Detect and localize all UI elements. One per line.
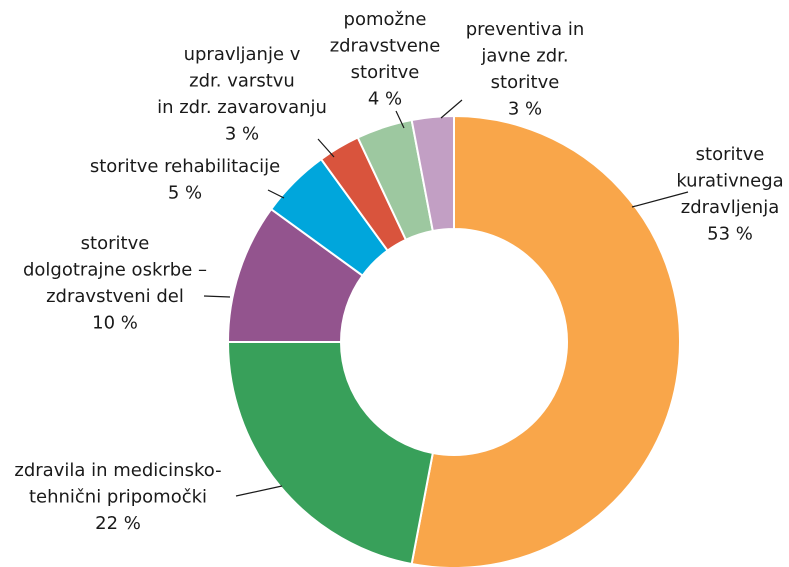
slice-label: upravljanje v zdr. varstvu in zdr. zavarov…: [157, 44, 327, 145]
label-line: storitve: [491, 72, 560, 93]
label-line: storitve: [351, 62, 420, 83]
leader-line: [631, 191, 689, 208]
label-line: in zdr. zavarovanju: [157, 97, 327, 118]
label-line: upravljanje v: [184, 44, 301, 65]
leader-line: [317, 138, 335, 158]
leader-line: [395, 110, 405, 129]
donut-slice: [410, 114, 681, 567]
label-line: zdravstvene: [330, 36, 441, 57]
slice-label: storitve dolgotrajne oskrbe – zdravstveni …: [23, 233, 207, 334]
value-label: 5 %: [168, 183, 202, 204]
slice-label: pomožne zdravstvene storitve 4 %: [330, 9, 441, 110]
donut-slice: [410, 114, 455, 233]
value-label: 4 %: [368, 89, 402, 110]
leader-line: [267, 189, 285, 199]
label-line: preventiva in: [466, 19, 585, 40]
label-line: storitve: [81, 233, 150, 254]
value-label: 53 %: [707, 224, 753, 245]
label-line: zdravstveni del: [46, 286, 184, 307]
leader-line: [235, 485, 283, 497]
label-line: pomožne: [344, 9, 427, 30]
leader-line: [203, 295, 231, 298]
label-line: zdravila in medicinsko-: [14, 460, 221, 481]
leader-line: [440, 99, 463, 119]
label-line: zdravljenja: [681, 197, 779, 218]
label-line: storitve: [696, 144, 765, 165]
slice-label: zdravila in medicinsko-tehnični pripomoč…: [14, 460, 221, 534]
value-label: 3 %: [508, 99, 542, 120]
label-line: javne zdr.: [480, 46, 568, 67]
label-line: zdr. varstvu: [189, 71, 295, 92]
label-line: storitve rehabilitacije: [90, 156, 280, 177]
value-label: 22 %: [95, 513, 141, 534]
slice-label: storitve kurativnega zdravljenja 53 %: [676, 144, 783, 245]
slice-label: storitve rehabilitacije 5 %: [90, 156, 280, 204]
value-label: 3 %: [225, 124, 259, 145]
value-label: 10 %: [92, 313, 138, 334]
label-line: tehnični pripomočki: [29, 487, 207, 508]
slice-label: preventiva in javne zdr. storitve 3 %: [466, 19, 585, 120]
label-line: dolgotrajne oskrbe –: [23, 260, 207, 281]
donut-slice: [226, 341, 434, 566]
label-line: kurativnega: [676, 171, 783, 192]
